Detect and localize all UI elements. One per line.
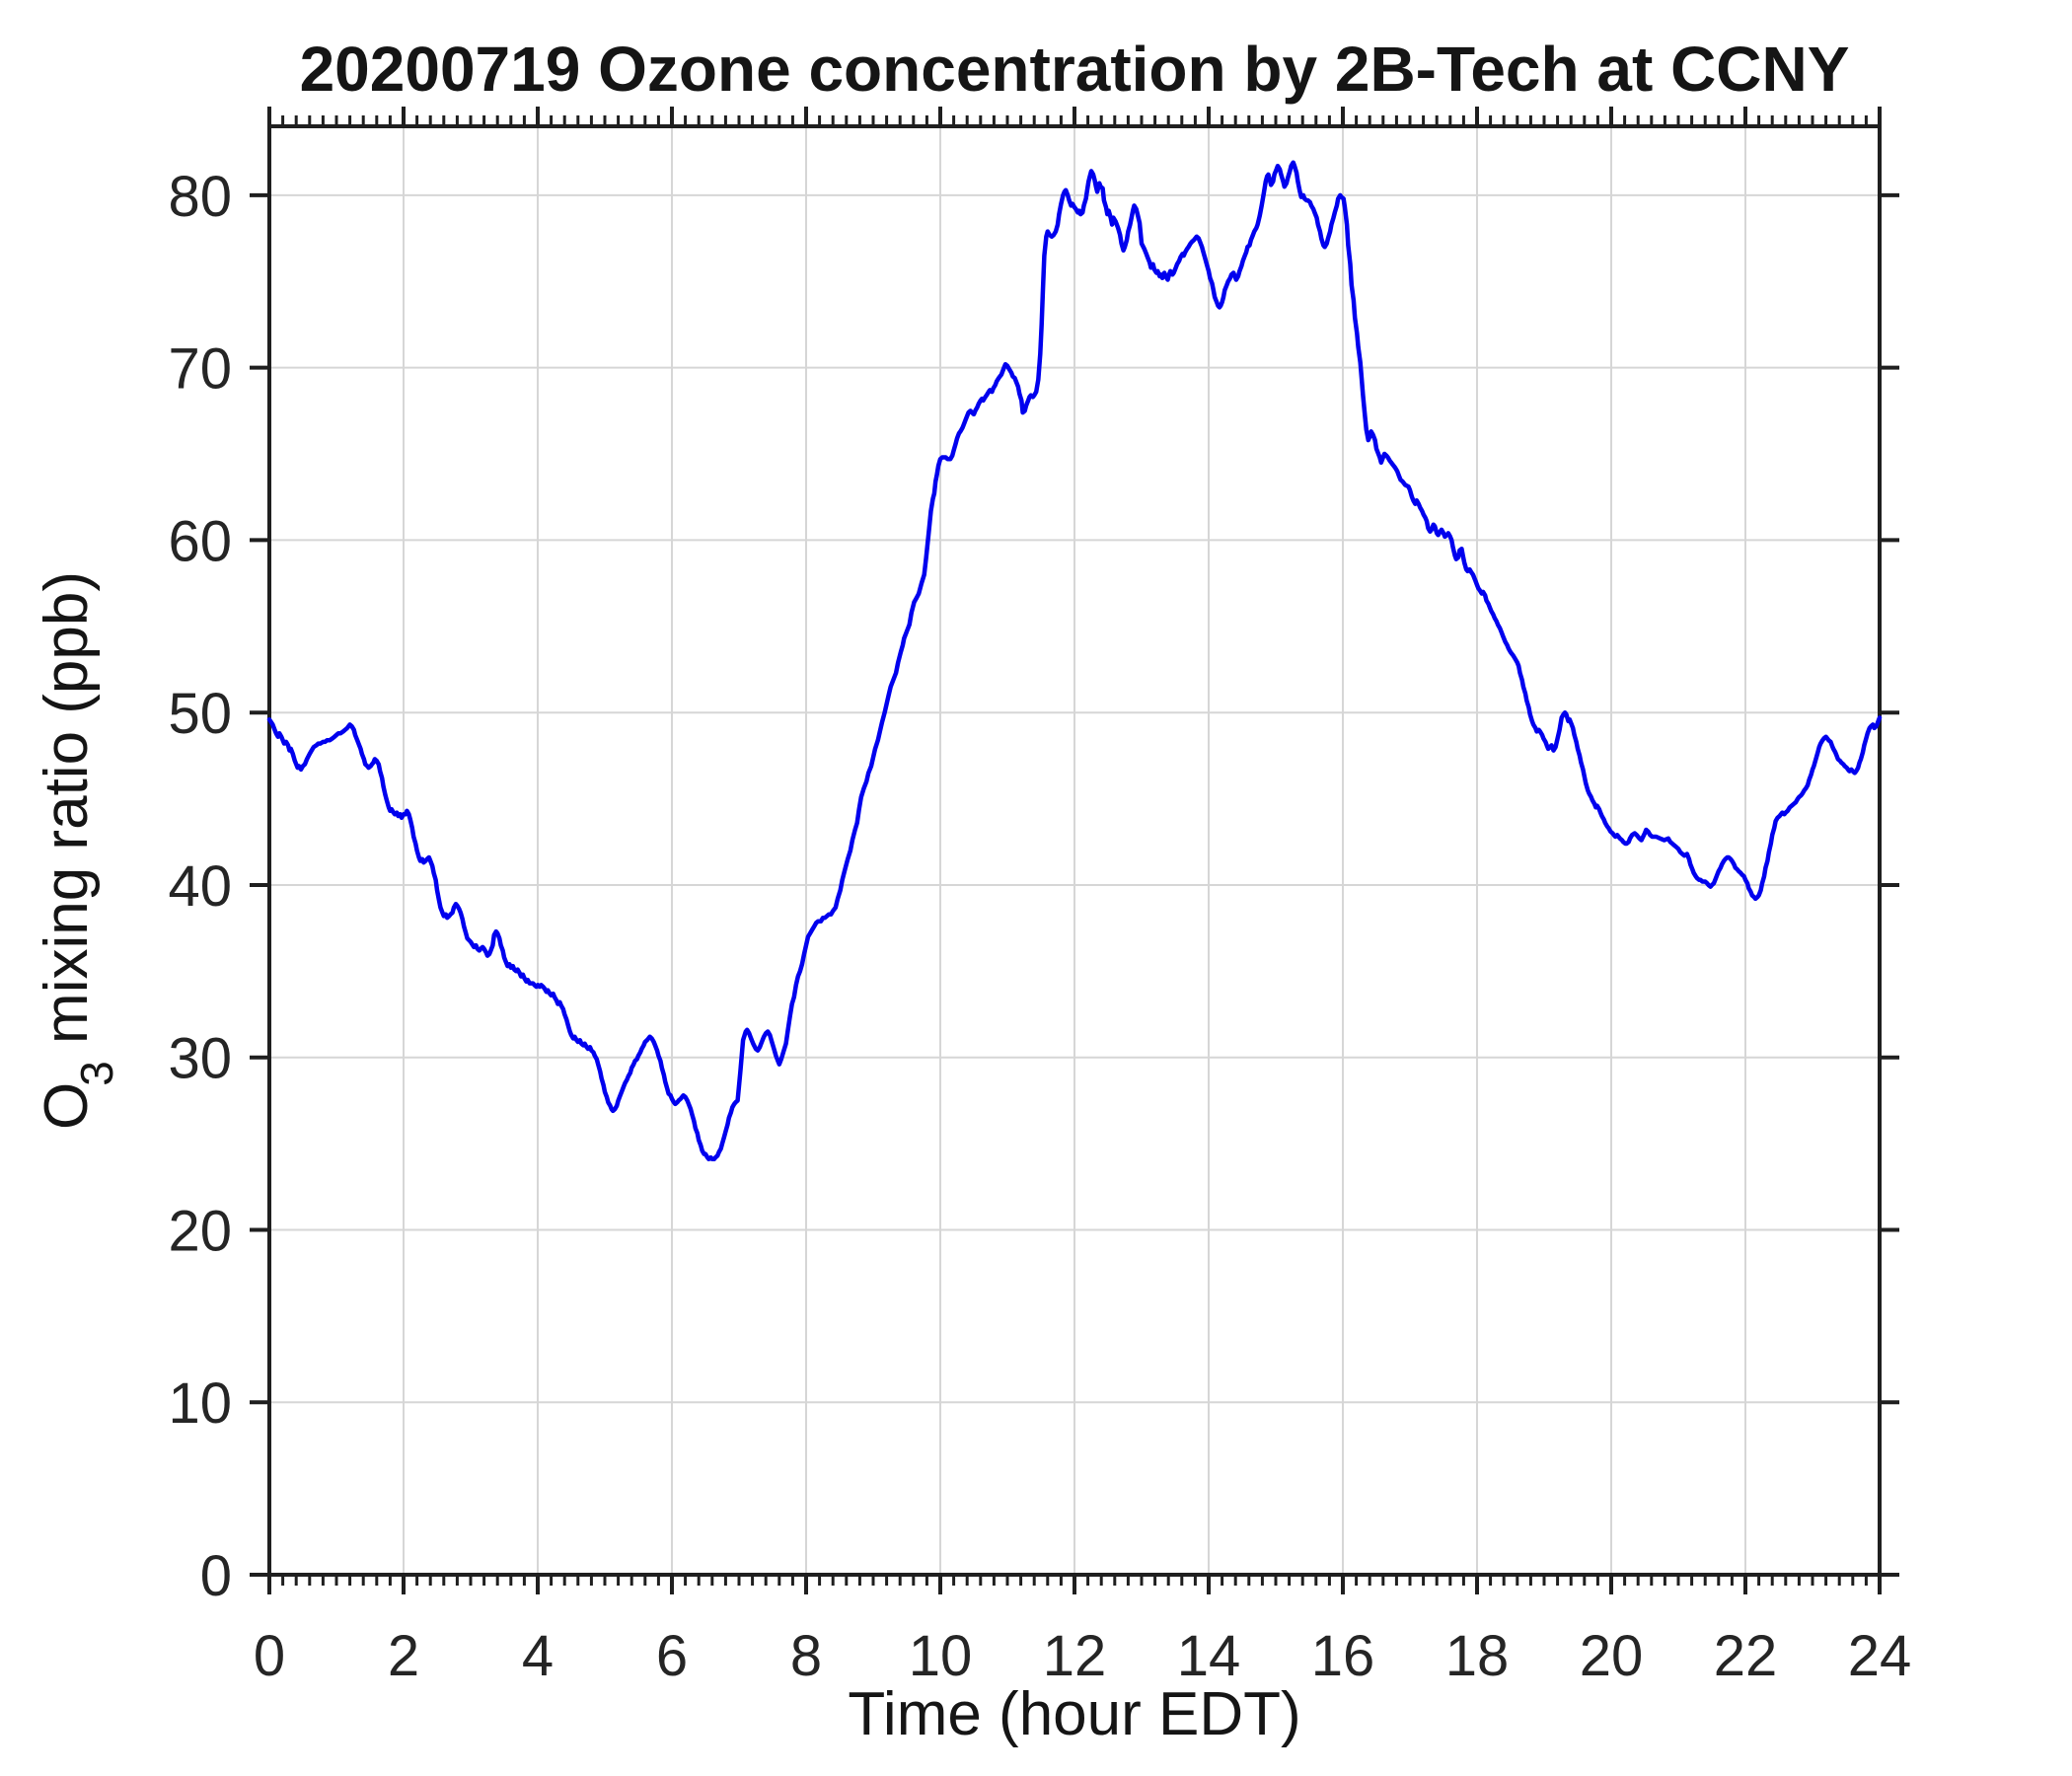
x-tick-label-22: 22 bbox=[1714, 1624, 1778, 1688]
y-tick-label-40: 40 bbox=[168, 854, 232, 919]
x-tick-label-0: 0 bbox=[254, 1624, 285, 1688]
y-tick-label-50: 50 bbox=[168, 682, 232, 746]
x-tick-label-2: 2 bbox=[388, 1624, 419, 1688]
y-tick-label-10: 10 bbox=[168, 1371, 232, 1436]
x-tick-label-18: 18 bbox=[1445, 1624, 1510, 1688]
x-tick-label-16: 16 bbox=[1311, 1624, 1375, 1688]
x-axis-label: Time (hour EDT) bbox=[848, 1680, 1300, 1748]
ozone-data-line bbox=[266, 160, 1883, 1162]
y-tick-label-60: 60 bbox=[168, 509, 232, 573]
y-tick-label-30: 30 bbox=[168, 1027, 232, 1091]
x-tick-label-14: 14 bbox=[1177, 1624, 1241, 1688]
x-tick-label-12: 12 bbox=[1043, 1624, 1107, 1688]
data-series bbox=[266, 160, 1883, 1162]
plot-frame bbox=[267, 124, 1882, 1577]
y-tick-label-20: 20 bbox=[168, 1199, 232, 1263]
chart-title: 20200719 Ozone concentration by 2B-Tech … bbox=[300, 34, 1850, 105]
x-tick-label-20: 20 bbox=[1580, 1624, 1644, 1688]
y-tick-label-80: 80 bbox=[168, 165, 232, 229]
y-tick-label-70: 70 bbox=[168, 337, 232, 402]
x-tick-label-8: 8 bbox=[790, 1624, 822, 1688]
x-tick-label-4: 4 bbox=[522, 1624, 554, 1688]
gridlines bbox=[269, 126, 1880, 1575]
y-tick-label-0: 0 bbox=[200, 1544, 232, 1608]
y-axis-label: O3 mixing ratio (ppb) bbox=[33, 571, 122, 1130]
x-tick-label-24: 24 bbox=[1848, 1624, 1912, 1688]
x-tick-label-10: 10 bbox=[909, 1624, 973, 1688]
x-tick-label-6: 6 bbox=[656, 1624, 688, 1688]
